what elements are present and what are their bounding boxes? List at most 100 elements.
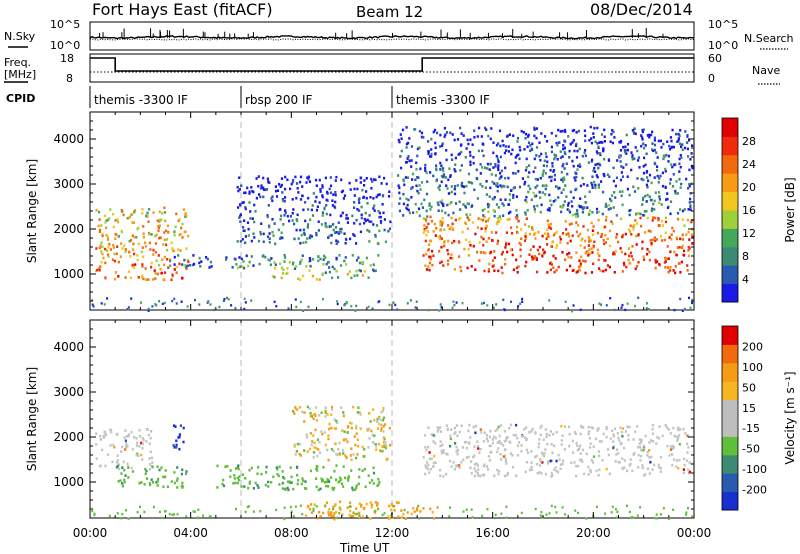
echo-cell: [318, 278, 321, 281]
echo-cell: [363, 184, 366, 187]
echo-cell: [385, 182, 388, 186]
echo-cell: [295, 450, 298, 453]
echo-cell: [424, 219, 428, 223]
echo-cell: [485, 128, 488, 131]
echo-cell: [592, 132, 595, 135]
echo-cell: [569, 190, 572, 194]
echo-cell: [520, 450, 523, 453]
echo-cell: [607, 204, 610, 207]
echo-cell: [643, 156, 646, 160]
echo-cell: [650, 198, 653, 202]
echo-cell: [546, 232, 550, 236]
echo-cell: [618, 461, 621, 464]
echo-cell: [691, 235, 694, 238]
echo-cell: [591, 229, 595, 232]
echo-cell: [524, 180, 527, 184]
echo-cell: [631, 154, 634, 157]
echo-cell: [283, 199, 286, 203]
echo-cell: [450, 153, 453, 157]
echo-cell: [273, 275, 276, 279]
echo-cell: [515, 195, 518, 198]
echo-cell: [400, 515, 403, 519]
echo-cell: [428, 204, 431, 207]
echo-cell: [439, 220, 442, 223]
echo-cell: [579, 432, 582, 436]
echo-cell: [478, 451, 481, 454]
echo-cell: [450, 185, 453, 188]
echo-cell: [372, 482, 375, 485]
echo-cell: [180, 226, 183, 230]
echo-cell: [158, 300, 161, 303]
echo-cell: [439, 161, 442, 165]
echo-cell: [101, 234, 104, 238]
echo-cell: [642, 142, 645, 146]
echo-cell: [334, 200, 337, 204]
echo-cell: [324, 409, 327, 413]
echo-cell: [634, 430, 637, 433]
echo-cell: [291, 198, 294, 201]
echo-cell: [276, 467, 279, 471]
echo-cell: [458, 464, 461, 467]
echo-cell: [144, 472, 147, 476]
echo-cell: [428, 451, 431, 454]
echo-cell: [264, 188, 267, 192]
echo-cell: [499, 144, 502, 148]
echo-cell: [614, 196, 617, 199]
echo-cell: [571, 159, 574, 163]
echo-cell: [292, 515, 295, 518]
echo-cell: [664, 167, 667, 171]
echo-cell: [508, 133, 511, 136]
echo-cell: [445, 424, 448, 427]
echo-cell: [603, 135, 606, 139]
echo-cell: [641, 464, 644, 467]
echo-cell: [620, 194, 623, 198]
echo-cell: [604, 259, 607, 262]
echo-cell: [613, 252, 616, 256]
echo-cell: [612, 445, 615, 448]
echo-cell: [450, 216, 453, 220]
echo-cell: [580, 239, 583, 242]
echo-cell: [350, 447, 353, 450]
echo-cell: [335, 242, 338, 245]
echo-cell: [141, 458, 144, 461]
echo-cell: [434, 152, 437, 155]
echo-cell: [591, 426, 594, 430]
echo-cell: [158, 468, 161, 472]
echo-cell: [482, 154, 485, 158]
echo-cell: [536, 471, 539, 475]
echo-cell: [410, 159, 413, 162]
echo-cell: [575, 474, 578, 478]
echo-cell: [324, 271, 327, 274]
echo-cell: [654, 261, 657, 264]
echo-cell: [691, 242, 694, 245]
echo-cell: [356, 453, 359, 456]
cpid-row: themis -3300 IF rbsp 200 IF themis -3300 I…: [89, 86, 490, 108]
echo-cell: [683, 254, 686, 257]
echo-cell: [599, 153, 602, 157]
echo-cell: [605, 426, 608, 429]
echo-cell: [628, 254, 631, 258]
echo-cell: [378, 211, 381, 215]
echo-cell: [129, 255, 132, 258]
echo-cell: [523, 239, 527, 242]
echo-cell: [368, 240, 371, 243]
echo-cell: [464, 222, 468, 225]
echo-cell: [542, 454, 545, 458]
echo-cell: [268, 232, 271, 235]
echo-cell: [342, 197, 345, 200]
echo-cell: [465, 446, 468, 450]
echo-cell: [359, 176, 363, 180]
echo-cell: [363, 467, 366, 471]
echo-cell: [487, 134, 490, 138]
echo-cell: [355, 304, 358, 308]
echo-cell: [439, 440, 442, 443]
echo-cell: [326, 478, 329, 481]
echo-cell: [316, 469, 319, 472]
echo-cell: [321, 194, 324, 197]
echo-cell: [657, 218, 660, 222]
echo-cell: [528, 468, 532, 472]
echo-cell: [459, 216, 462, 220]
echo-cell: [174, 225, 177, 228]
echo-cell: [422, 455, 425, 459]
